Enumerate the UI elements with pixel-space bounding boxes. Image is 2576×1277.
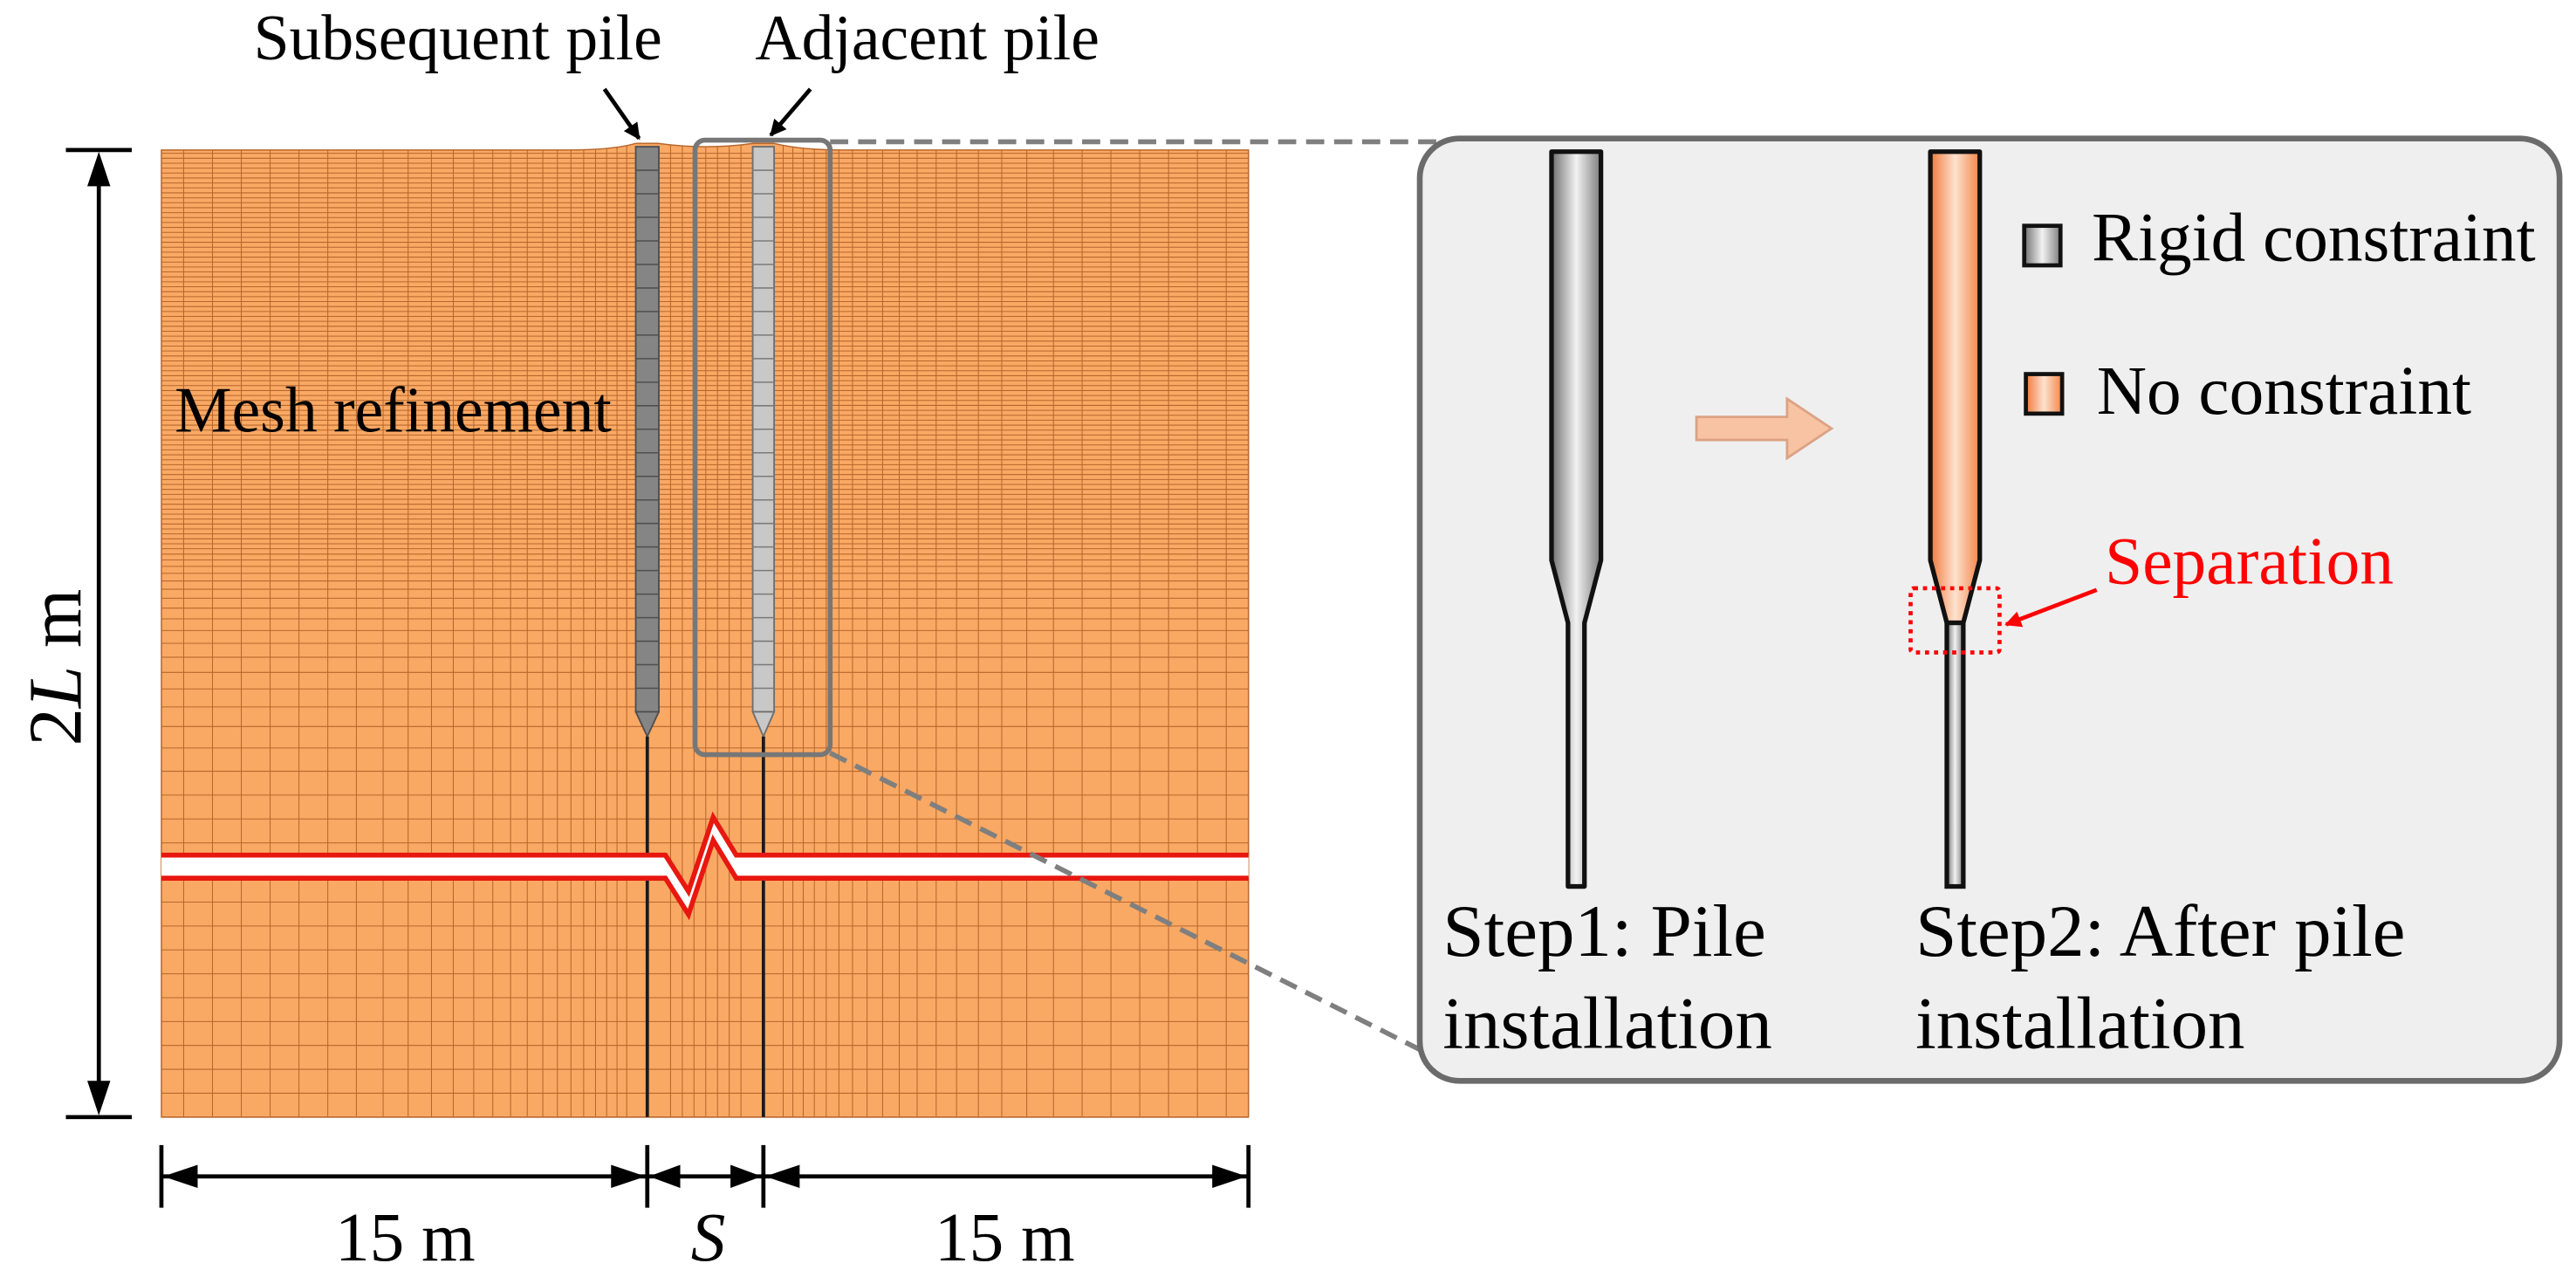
step2-caption-line2: installation bbox=[1915, 983, 2244, 1065]
arrowhead-spacing-start bbox=[648, 1164, 681, 1188]
break-gap bbox=[161, 817, 1249, 915]
arrowhead-spacing-end bbox=[730, 1164, 762, 1188]
mesh-grid bbox=[161, 143, 1249, 1117]
mesh-refinement-label: Mesh refinement bbox=[175, 374, 612, 446]
subsequent-pile bbox=[634, 146, 661, 1117]
subsequent-pile-pointer-arrow bbox=[602, 87, 641, 141]
separation-label: Separation bbox=[2105, 523, 2394, 598]
soil-model: Mesh refinement bbox=[161, 137, 1250, 1118]
zoom-callout-box bbox=[692, 137, 833, 758]
adjacent-pile bbox=[751, 146, 776, 1117]
break-symbol bbox=[161, 811, 1249, 921]
legend-rigid-swatch bbox=[2022, 223, 2063, 268]
right-width-label: 15 m bbox=[935, 1199, 1075, 1276]
depth-coefficient: 2 bbox=[13, 708, 97, 745]
arrowhead-right-end bbox=[1212, 1164, 1247, 1188]
step2-caption-line1: Step2: After pile bbox=[1915, 890, 2405, 972]
step1-caption-line1: Step1: Pile bbox=[1442, 890, 1765, 972]
adjacent-pile-segments bbox=[752, 169, 775, 690]
width-dimensions bbox=[159, 1144, 1251, 1208]
step2-pile-rod bbox=[1944, 620, 1966, 889]
legend-rigid-label: Rigid constraint bbox=[2092, 199, 2536, 276]
break-line-upper bbox=[161, 811, 1249, 897]
arrowhead-right-start bbox=[764, 1164, 800, 1188]
depth-dimension-label: 2Lm bbox=[13, 589, 97, 746]
arrowhead-left-end bbox=[611, 1164, 646, 1188]
separation-pointer-arrow bbox=[2004, 587, 2098, 628]
step1-caption-line2: installation bbox=[1442, 983, 1771, 1065]
subsequent-pile-segments bbox=[635, 169, 659, 690]
adjacent-pile-label: Adjacent pile bbox=[755, 2, 1099, 73]
depth-variable: L bbox=[13, 666, 97, 710]
depth-dimension bbox=[65, 148, 132, 1120]
subsequent-pile-tip bbox=[634, 711, 661, 739]
depth-arrowhead-bottom bbox=[87, 1081, 111, 1116]
adjacent-pile-pointer-arrow bbox=[769, 87, 812, 137]
spacing-label: S bbox=[691, 1199, 726, 1276]
detail-panel-frame bbox=[1416, 135, 2563, 1084]
legend-none-label: No constraint bbox=[2097, 353, 2471, 429]
arrowhead-left-start bbox=[162, 1164, 198, 1188]
adjacent-pile-tip bbox=[751, 711, 776, 739]
step2-pile-body bbox=[1928, 149, 1983, 626]
step1-pile bbox=[1549, 149, 1604, 889]
subsequent-pile-label: Subsequent pile bbox=[254, 2, 662, 73]
detail-panel: Rigid constraint No constraint Separatio… bbox=[1416, 135, 2563, 1084]
break-line-lower bbox=[161, 834, 1249, 921]
step-transition-arrow bbox=[1695, 396, 1834, 461]
depth-unit: m bbox=[13, 589, 97, 649]
separation-marker-box bbox=[1908, 586, 2002, 655]
zoom-connector-bottom bbox=[829, 751, 1422, 1052]
depth-arrowhead-top bbox=[87, 151, 111, 187]
legend-none-swatch bbox=[2024, 372, 2065, 416]
left-width-label: 15 m bbox=[335, 1199, 476, 1276]
